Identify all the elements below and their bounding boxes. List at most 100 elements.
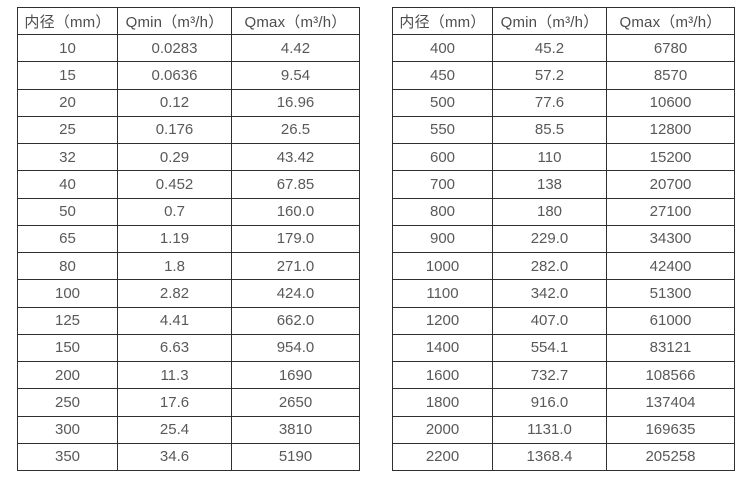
table-cell: 205258 bbox=[606, 442, 735, 472]
table-cell: 16.96 bbox=[231, 88, 360, 117]
table-cell: 8570 bbox=[606, 61, 735, 90]
column-header: Qmin（m³/h） bbox=[492, 7, 607, 35]
table-row: 600 110 15200 bbox=[392, 142, 735, 172]
table-cell: 700 bbox=[392, 170, 493, 199]
column-header: 内径（mm） bbox=[392, 7, 493, 35]
table-cell: 407.0 bbox=[492, 306, 607, 335]
table-cell: 400 bbox=[392, 33, 493, 63]
flow-rate-table-large-diameters: 内径（mm） Qmin（m³/h） Qmax（m³/h） 400 45.2 6780 450… bbox=[392, 7, 735, 472]
table-cell: 20700 bbox=[606, 170, 735, 199]
table-cell: 20 bbox=[17, 88, 118, 117]
table-row: 1600 732.7 108566 bbox=[392, 360, 735, 390]
table-row: 800 180 27100 bbox=[392, 197, 735, 226]
table-cell: 83121 bbox=[606, 333, 735, 363]
table-row: 20 0.12 16.96 bbox=[17, 88, 360, 117]
table-cell: 1131.0 bbox=[492, 415, 607, 444]
table-cell: 1800 bbox=[392, 388, 493, 417]
table-cell: 5190 bbox=[231, 442, 360, 472]
table-cell: 1200 bbox=[392, 306, 493, 335]
table-cell: 250 bbox=[17, 388, 118, 417]
table-row: 1200 407.0 61000 bbox=[392, 306, 735, 335]
table-row: 80 1.8 271.0 bbox=[17, 251, 360, 281]
header-row: 内径（mm） Qmin（m³/h） Qmax（m³/h） bbox=[392, 7, 735, 35]
table-row: 400 45.2 6780 bbox=[392, 33, 735, 63]
table-cell: 15200 bbox=[606, 142, 735, 172]
table-row: 25 0.176 26.5 bbox=[17, 115, 360, 145]
table-row: 2000 1131.0 169635 bbox=[392, 415, 735, 444]
table-cell: 450 bbox=[392, 61, 493, 90]
table-cell: 2200 bbox=[392, 442, 493, 472]
table-cell: 900 bbox=[392, 224, 493, 254]
table-row: 250 17.6 2650 bbox=[17, 388, 360, 417]
table-cell: 1.8 bbox=[117, 251, 232, 281]
table-cell: 32 bbox=[17, 142, 118, 172]
table-cell: 282.0 bbox=[492, 251, 607, 281]
table-row: 32 0.29 43.42 bbox=[17, 142, 360, 172]
table-cell: 4.42 bbox=[231, 33, 360, 63]
table-row: 100 2.82 424.0 bbox=[17, 279, 360, 308]
table-cell: 137404 bbox=[606, 388, 735, 417]
table-cell: 554.1 bbox=[492, 333, 607, 363]
table-cell: 1600 bbox=[392, 360, 493, 390]
table-cell: 0.12 bbox=[117, 88, 232, 117]
table-cell: 2000 bbox=[392, 415, 493, 444]
table-cell: 125 bbox=[17, 306, 118, 335]
table-cell: 200 bbox=[17, 360, 118, 390]
table-cell: 732.7 bbox=[492, 360, 607, 390]
table-cell: 300 bbox=[17, 415, 118, 444]
table-row: 300 25.4 3810 bbox=[17, 415, 360, 444]
table-cell: 15 bbox=[17, 61, 118, 90]
table-cell: 61000 bbox=[606, 306, 735, 335]
table-cell: 25 bbox=[17, 115, 118, 145]
table-row: 10 0.0283 4.42 bbox=[17, 33, 360, 63]
table-row: 2200 1368.4 205258 bbox=[392, 442, 735, 472]
table-cell: 1000 bbox=[392, 251, 493, 281]
table-row: 700 138 20700 bbox=[392, 170, 735, 199]
table-row: 150 6.63 954.0 bbox=[17, 333, 360, 363]
table-cell: 77.6 bbox=[492, 88, 607, 117]
table-cell: 150 bbox=[17, 333, 118, 363]
table-cell: 11.3 bbox=[117, 360, 232, 390]
table-cell: 1100 bbox=[392, 279, 493, 308]
table-cell: 25.4 bbox=[117, 415, 232, 444]
table-cell: 100 bbox=[17, 279, 118, 308]
table-cell: 26.5 bbox=[231, 115, 360, 145]
table-cell: 0.0636 bbox=[117, 61, 232, 90]
table-cell: 0.176 bbox=[117, 115, 232, 145]
table-cell: 350 bbox=[17, 442, 118, 472]
table-cell: 800 bbox=[392, 197, 493, 226]
column-header: Qmax（m³/h） bbox=[606, 7, 735, 35]
table-row: 550 85.5 12800 bbox=[392, 115, 735, 145]
table-cell: 27100 bbox=[606, 197, 735, 226]
table-cell: 10 bbox=[17, 33, 118, 63]
table-row: 40 0.452 67.85 bbox=[17, 170, 360, 199]
table-cell: 4.41 bbox=[117, 306, 232, 335]
table-cell: 34300 bbox=[606, 224, 735, 254]
table-cell: 34.6 bbox=[117, 442, 232, 472]
table-cell: 160.0 bbox=[231, 197, 360, 226]
table-row: 500 77.6 10600 bbox=[392, 88, 735, 117]
table-row: 1100 342.0 51300 bbox=[392, 279, 735, 308]
table-cell: 110 bbox=[492, 142, 607, 172]
column-header: 内径（mm） bbox=[17, 7, 118, 35]
table-cell: 108566 bbox=[606, 360, 735, 390]
table-cell: 179.0 bbox=[231, 224, 360, 254]
table-cell: 271.0 bbox=[231, 251, 360, 281]
table-row: 350 34.6 5190 bbox=[17, 442, 360, 472]
table-cell: 12800 bbox=[606, 115, 735, 145]
table-cell: 550 bbox=[392, 115, 493, 145]
table-cell: 954.0 bbox=[231, 333, 360, 363]
table-cell: 17.6 bbox=[117, 388, 232, 417]
table-cell: 1400 bbox=[392, 333, 493, 363]
table-cell: 6.63 bbox=[117, 333, 232, 363]
table-cell: 500 bbox=[392, 88, 493, 117]
table-row: 125 4.41 662.0 bbox=[17, 306, 360, 335]
table-cell: 2.82 bbox=[117, 279, 232, 308]
table-cell: 1690 bbox=[231, 360, 360, 390]
table-cell: 80 bbox=[17, 251, 118, 281]
table-row: 15 0.0636 9.54 bbox=[17, 61, 360, 90]
table-row: 65 1.19 179.0 bbox=[17, 224, 360, 254]
table-cell: 0.452 bbox=[117, 170, 232, 199]
table-cell: 0.29 bbox=[117, 142, 232, 172]
